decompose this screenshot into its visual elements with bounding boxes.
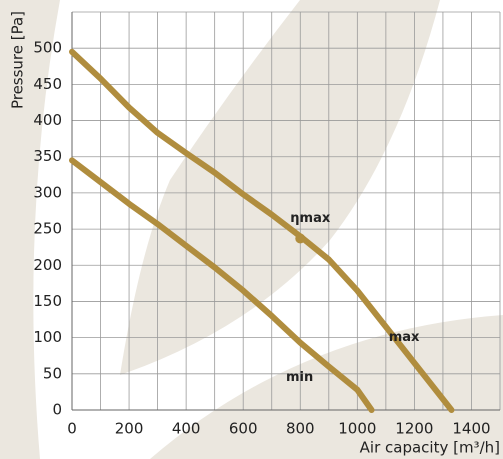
x-tick-label: 400 [172, 420, 201, 438]
y-tick-label: 250 [33, 220, 62, 238]
x-tick-label: 0 [67, 420, 77, 438]
y-axis-title: Pressure [Pa] [9, 11, 27, 109]
y-tick-label: 500 [33, 39, 62, 57]
series-line [69, 157, 375, 413]
x-tick-label: 1200 [395, 420, 433, 438]
marker-point [295, 233, 306, 244]
y-tick-label: 50 [43, 364, 62, 382]
y-tick-label: 400 [33, 111, 62, 129]
series-label: min [286, 370, 313, 385]
x-tick-label: 800 [286, 420, 315, 438]
series-label: max [389, 330, 420, 345]
series-line [69, 48, 455, 413]
x-tick-label: 200 [115, 420, 144, 438]
x-tick-label: 1400 [452, 420, 490, 438]
y-tick-label: 350 [33, 147, 62, 165]
x-tick-label: 1000 [338, 420, 376, 438]
y-tick-label: 0 [52, 401, 62, 419]
y-tick-label: 450 [33, 75, 62, 93]
y-tick-label: 100 [33, 328, 62, 346]
y-tick-label: 200 [33, 256, 62, 274]
y-tick-label: 300 [33, 183, 62, 201]
x-tick-label: 600 [229, 420, 258, 438]
y-tick-label: 150 [33, 292, 62, 310]
x-axis-title: Air capacity [m³/h] [360, 439, 500, 457]
marker-label: ηmax [290, 211, 331, 226]
